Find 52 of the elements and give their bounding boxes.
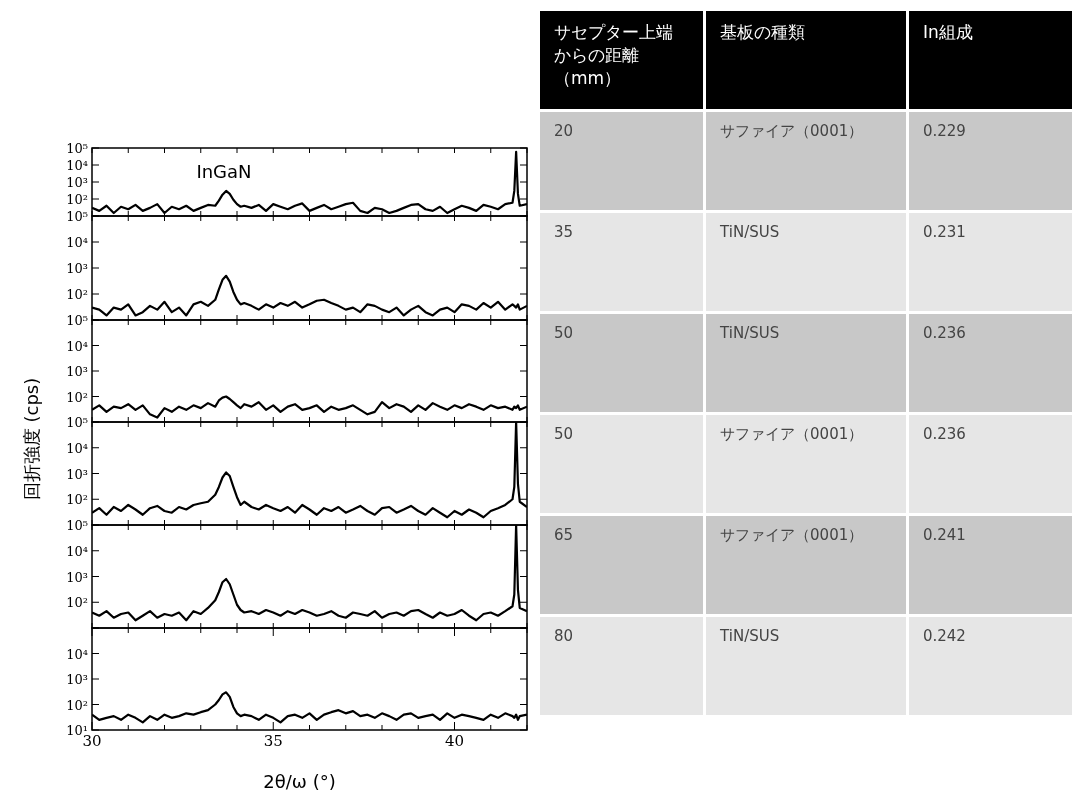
y-tick-label: 10³ bbox=[66, 569, 88, 585]
text: サファイア（0001） bbox=[706, 516, 906, 614]
annotation: InGaN bbox=[196, 161, 252, 182]
y-tick-label: 10³ bbox=[66, 466, 88, 482]
y-tick-label: 10⁵ bbox=[66, 313, 88, 328]
text: TiN/SUS bbox=[706, 314, 906, 412]
text: In組成 bbox=[908, 11, 1072, 109]
text: 0.242 bbox=[908, 617, 1072, 715]
x-axis-title: 2θ/ω (°) bbox=[263, 771, 336, 792]
text: サファイア（0001） bbox=[706, 112, 906, 210]
text: 65 bbox=[540, 516, 704, 614]
y-tick-label: 10² bbox=[66, 697, 88, 713]
y-tick-label: 10² bbox=[66, 192, 88, 207]
text: 0.241 bbox=[908, 516, 1072, 614]
text: 20 bbox=[540, 112, 704, 210]
y-tick-label: 10⁴ bbox=[66, 543, 88, 559]
y-tick-label: 10³ bbox=[66, 672, 88, 687]
y-tick-label: 10⁵ bbox=[66, 141, 88, 156]
text: TiN/SUS bbox=[706, 617, 906, 715]
text: TiN/SUS bbox=[706, 213, 906, 311]
text: 0.231 bbox=[908, 213, 1072, 311]
y-tick-label: 10² bbox=[66, 287, 88, 302]
y-tick-label: 10³ bbox=[66, 175, 88, 190]
text: 35 bbox=[540, 213, 704, 311]
y-tick-label: 10³ bbox=[66, 364, 88, 379]
y-tick-label: 10⁴ bbox=[66, 440, 88, 456]
y-tick-label: 10³ bbox=[66, 261, 88, 276]
y-tick-label: 10⁵ bbox=[66, 209, 88, 224]
x-tick-label: 40 bbox=[444, 732, 465, 750]
text: サファイア（0001） bbox=[706, 415, 906, 513]
y-tick-label: 10⁵ bbox=[66, 415, 88, 430]
text: 0.236 bbox=[908, 314, 1072, 412]
y-tick-label: 10² bbox=[66, 492, 88, 508]
text: 80 bbox=[540, 617, 704, 715]
y-tick-label: 10⁵ bbox=[66, 518, 88, 533]
y-tick-label: 10⁴ bbox=[66, 235, 88, 250]
text: 0.229 bbox=[908, 112, 1072, 210]
text: サセプター上端からの距離（mm） bbox=[540, 11, 704, 109]
text: 0.236 bbox=[908, 415, 1072, 513]
y-tick-label: 10⁴ bbox=[66, 338, 88, 354]
y-tick-label: 10² bbox=[66, 389, 88, 405]
y-tick-label: 10⁴ bbox=[66, 158, 88, 173]
line-series bbox=[92, 422, 527, 519]
y-axis-title: 回折強度 (cps) bbox=[21, 377, 42, 501]
y-tick-label: 10² bbox=[66, 595, 88, 611]
x-tick-label: 35 bbox=[263, 732, 283, 750]
y-tick-label: 10⁴ bbox=[66, 646, 88, 662]
text: 基板の種類 bbox=[706, 11, 906, 109]
x-tick-label: 30 bbox=[82, 732, 102, 750]
line-series bbox=[92, 525, 527, 622]
text: 50 bbox=[540, 415, 704, 513]
text: 50 bbox=[540, 314, 704, 412]
